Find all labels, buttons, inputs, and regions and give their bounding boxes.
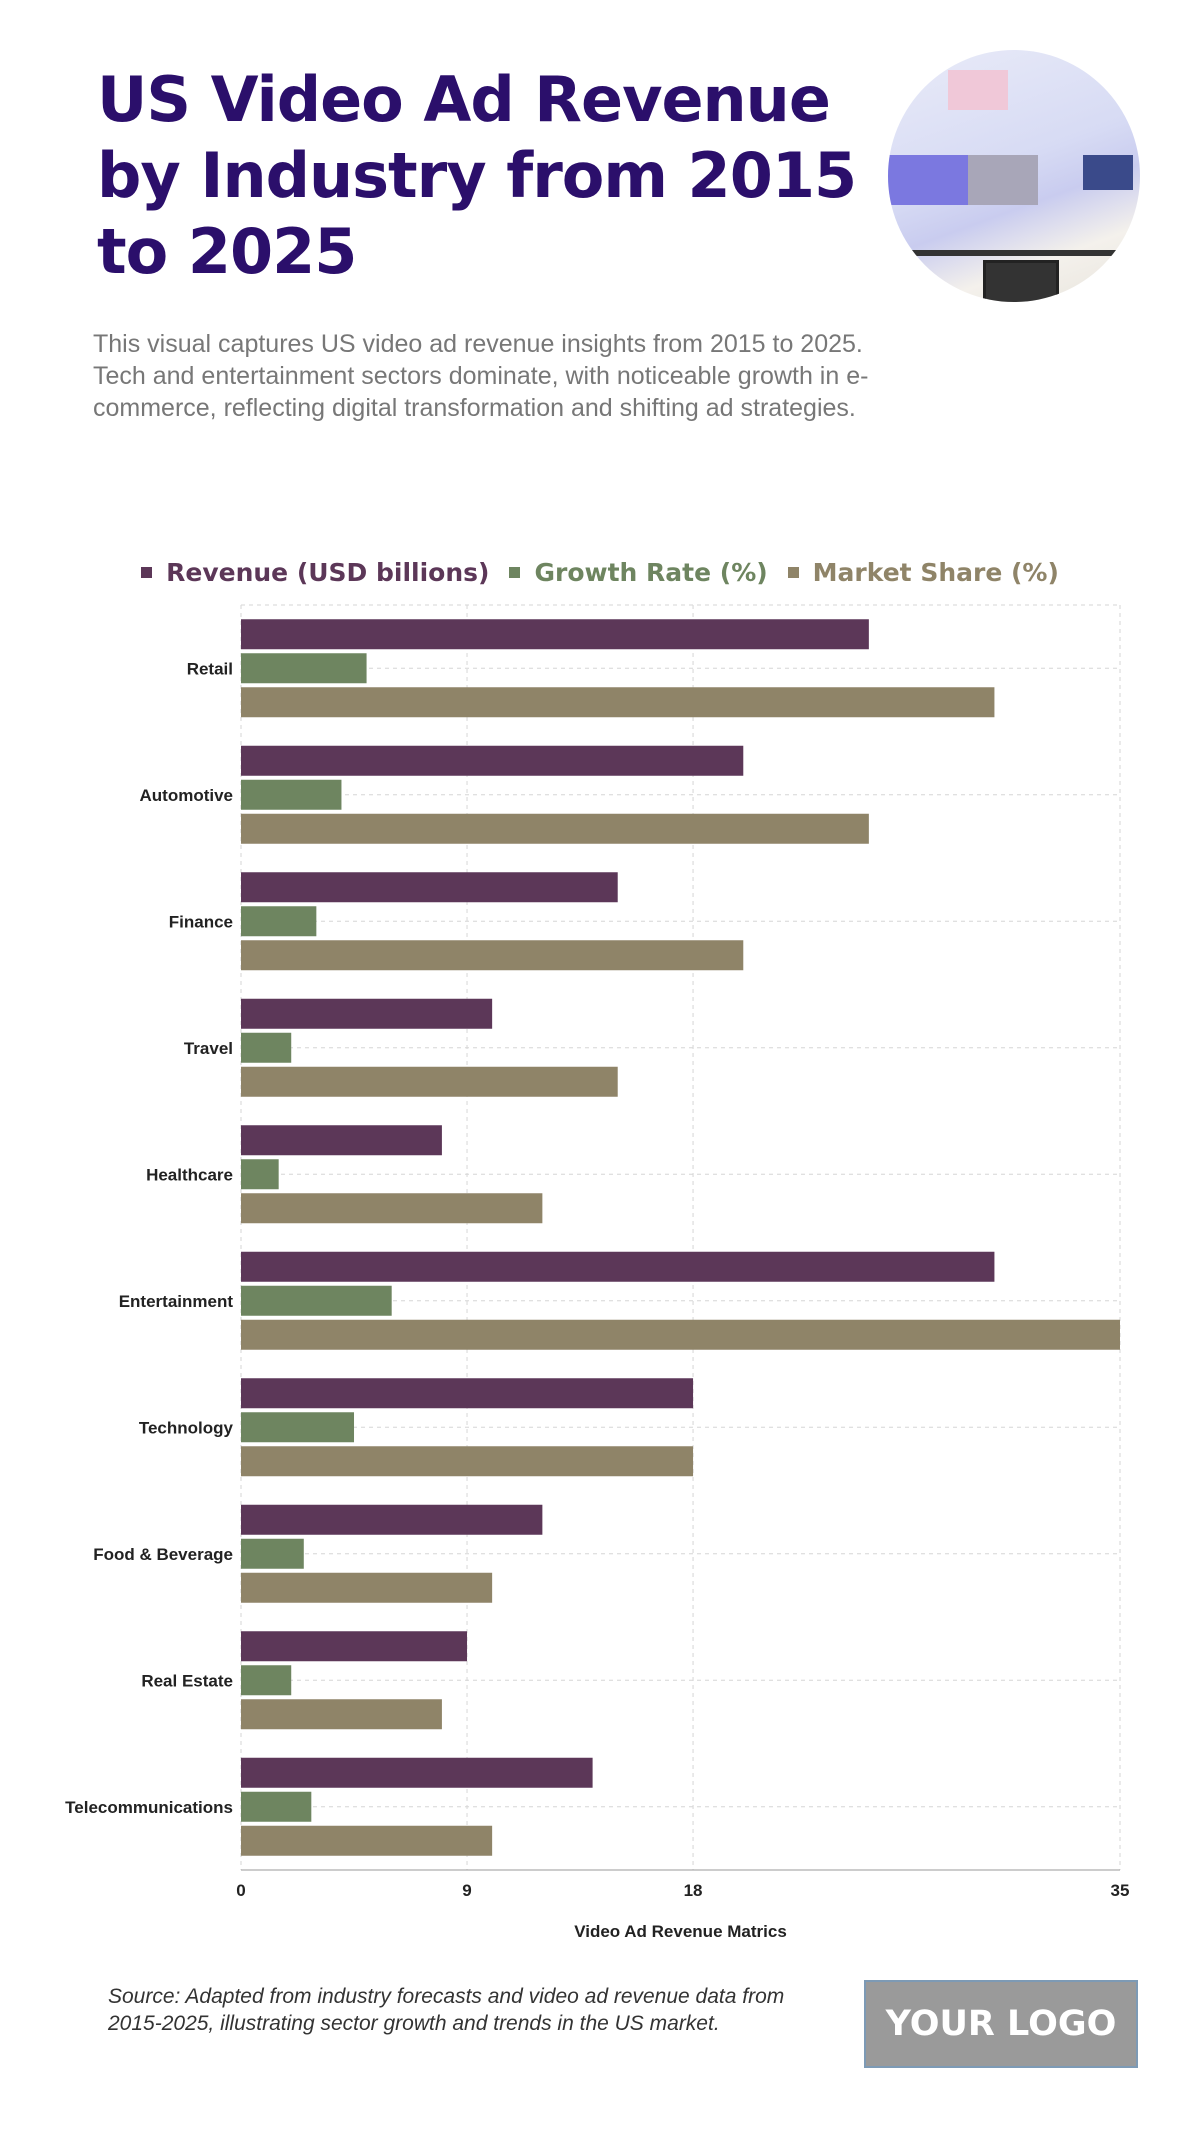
page-title: US Video Ad Revenue by Industry from 201…: [97, 63, 857, 288]
bar-growth: [241, 1159, 279, 1190]
bar-revenue: [241, 1631, 468, 1662]
bar-market: [241, 1446, 694, 1477]
bar-revenue: [241, 1504, 543, 1535]
bar-market: [241, 813, 869, 844]
legend-swatch: [509, 567, 521, 578]
category-label: Entertainment: [119, 1292, 234, 1311]
x-tick-label: 35: [1111, 1881, 1130, 1900]
bar-revenue: [241, 998, 493, 1029]
legend-label: Revenue (USD billions): [166, 558, 490, 587]
bar-revenue: [241, 872, 618, 903]
bar-revenue: [241, 1125, 442, 1156]
chart-legend: Revenue (USD billions) Growth Rate (%) Mar…: [0, 555, 1200, 587]
source-note: Source: Adapted from industry forecasts …: [108, 1985, 785, 2035]
x-tick-label: 9: [462, 1881, 471, 1900]
bar-revenue: [241, 1757, 593, 1788]
category-label: Technology: [139, 1418, 234, 1437]
x-axis-label: Video Ad Revenue Matrics: [574, 1922, 787, 1941]
bar-market: [241, 1572, 493, 1603]
bar-market: [241, 1699, 442, 1730]
legend-item: Revenue (USD billions): [141, 558, 489, 587]
category-label: Telecommunications: [65, 1798, 233, 1817]
bar-market: [241, 1825, 493, 1856]
category-label: Healthcare: [146, 1165, 233, 1184]
category-label: Retail: [187, 659, 233, 678]
x-tick-label: 18: [684, 1881, 703, 1900]
logo: YOUR LOGO: [864, 1980, 1138, 2068]
subtitle: This visual captures US video ad revenue…: [93, 330, 869, 422]
bar-growth: [241, 1412, 355, 1443]
category-label: Automotive: [140, 786, 234, 805]
legend-item: Market Share (%): [787, 558, 1059, 587]
bar-growth: [241, 1538, 304, 1569]
category-label: Real Estate: [141, 1671, 233, 1690]
bar-market: [241, 940, 744, 971]
bar-market: [241, 1066, 618, 1097]
legend-swatch: [141, 567, 153, 578]
bar-growth: [241, 1032, 292, 1063]
x-tick-label: 0: [236, 1881, 245, 1900]
legend-label: Market Share (%): [812, 558, 1059, 587]
legend-item: Growth Rate (%): [509, 558, 768, 587]
bar-market: [241, 1319, 1120, 1350]
bar-growth: [241, 1791, 312, 1822]
bar-revenue: [241, 745, 744, 776]
header-photo: [888, 50, 1140, 302]
bar-revenue: [241, 619, 869, 650]
bar-growth: [241, 779, 342, 810]
category-label: Travel: [184, 1039, 233, 1058]
legend-label: Growth Rate (%): [534, 558, 768, 587]
bar-growth: [241, 1665, 292, 1696]
legend-swatch: [787, 567, 799, 578]
bar-growth: [241, 1285, 392, 1316]
bar-market: [241, 1193, 543, 1224]
category-label: Finance: [169, 912, 233, 931]
bar-revenue: [241, 1378, 694, 1409]
bar-market: [241, 687, 995, 718]
bar-growth: [241, 653, 367, 684]
category-label: Food & Beverage: [93, 1545, 233, 1564]
bar-growth: [241, 906, 317, 937]
bar-revenue: [241, 1251, 995, 1282]
